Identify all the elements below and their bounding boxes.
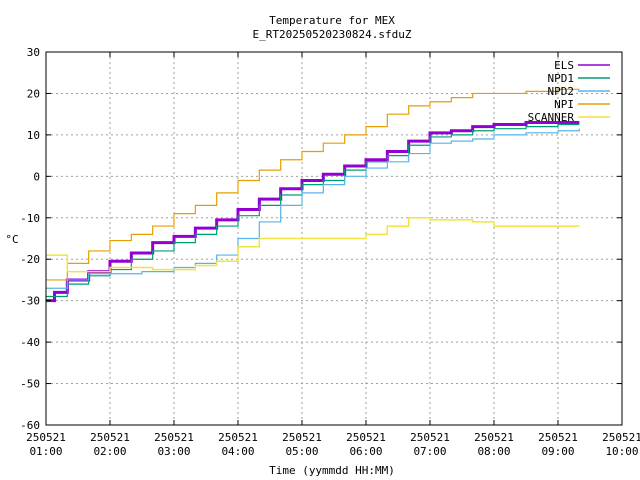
x-tick-date-label: 250521 (474, 431, 514, 444)
chart-title: Temperature for MEX (269, 14, 395, 27)
y-tick-label: -40 (20, 336, 40, 349)
x-tick-date-label: 250521 (90, 431, 130, 444)
y-tick-label: -60 (20, 419, 40, 432)
series-line-npd1 (46, 123, 580, 298)
series-line-npd2 (46, 128, 580, 289)
legend-label-scanner: SCANNER (528, 111, 575, 124)
x-tick-time-label: 09:00 (541, 445, 574, 458)
y-tick-label: -10 (20, 212, 40, 225)
series-layer (46, 88, 580, 303)
x-tick-time-label: 10:00 (605, 445, 638, 458)
x-tick-time-label: 06:00 (349, 445, 382, 458)
x-tick-time-label: 04:00 (221, 445, 254, 458)
y-tick-label: 30 (27, 46, 40, 59)
x-tick-date-label: 250521 (154, 431, 194, 444)
x-tick-date-label: 250521 (282, 431, 322, 444)
legend-label-npd2: NPD2 (548, 85, 575, 98)
y-axis-label: °C (5, 233, 18, 246)
x-tick-date-label: 250521 (218, 431, 258, 444)
x-axis-ticks: 25052101:0025052102:0025052103:002505210… (26, 52, 640, 458)
series-line-npi (46, 88, 580, 281)
x-tick-time-label: 08:00 (477, 445, 510, 458)
x-tick-date-label: 250521 (602, 431, 640, 444)
plot-frame (45, 51, 623, 426)
legend-label-npd1: NPD1 (548, 72, 575, 85)
x-tick-date-label: 250521 (538, 431, 578, 444)
series-line-scanner (46, 217, 580, 273)
y-tick-label: -50 (20, 378, 40, 391)
y-tick-label: -30 (20, 295, 40, 308)
y-tick-label: 0 (33, 170, 40, 183)
x-tick-time-label: 07:00 (413, 445, 446, 458)
y-tick-label: 20 (27, 87, 40, 100)
chart-subtitle: E_RT20250520230824.sfduZ (253, 28, 412, 41)
x-tick-date-label: 250521 (410, 431, 450, 444)
x-tick-time-label: 01:00 (29, 445, 62, 458)
legend-label-npi: NPI (554, 98, 574, 111)
x-tick-time-label: 03:00 (157, 445, 190, 458)
x-tick-date-label: 250521 (26, 431, 66, 444)
series-line-els (46, 120, 580, 303)
legend-label-els: ELS (554, 59, 574, 72)
y-axis-ticks: -60 -50 -40 -30 -20 -10 0 10 20 30 (20, 46, 622, 432)
x-tick-time-label: 05:00 (285, 445, 318, 458)
y-tick-label: -20 (20, 253, 40, 266)
x-tick-time-label: 02:00 (93, 445, 126, 458)
x-tick-date-label: 250521 (346, 431, 386, 444)
x-axis-label: Time (yymmdd HH:MM) (269, 464, 395, 477)
y-tick-label: 10 (27, 129, 40, 142)
